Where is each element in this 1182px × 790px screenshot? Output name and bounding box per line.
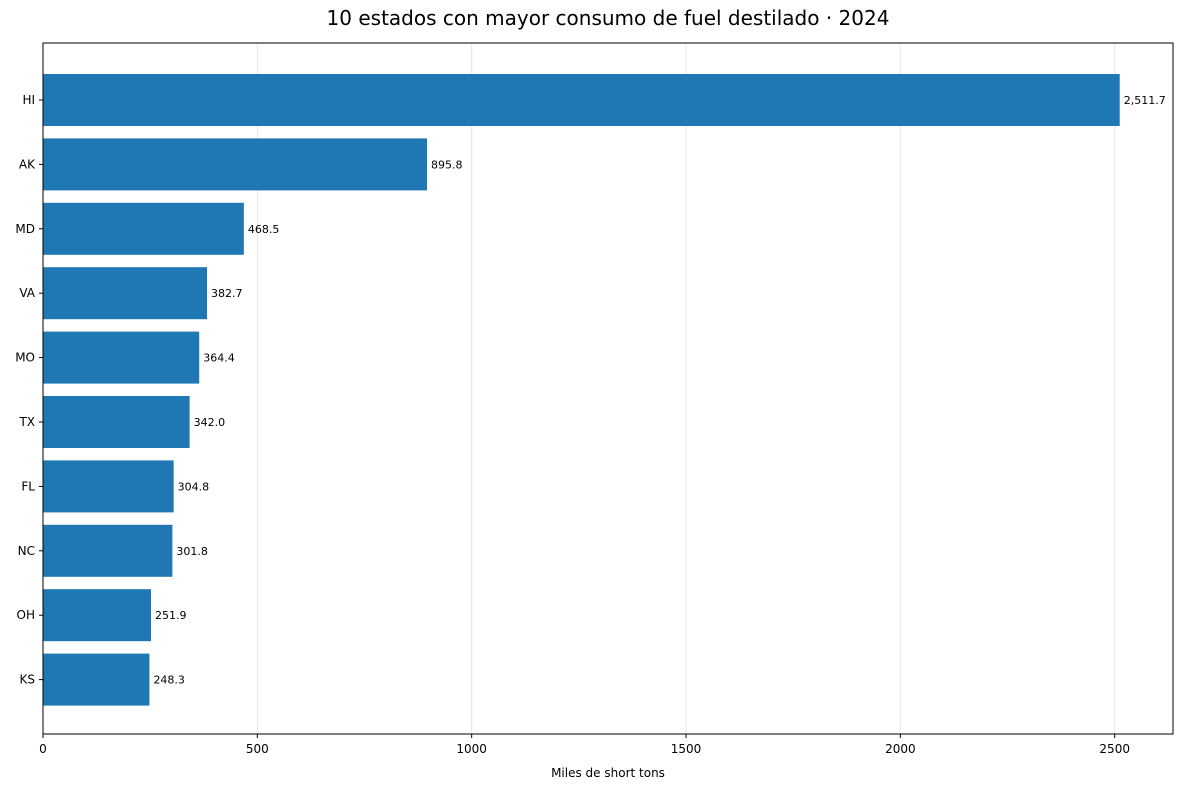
bar	[43, 267, 208, 320]
y-tick-label: OH	[17, 608, 35, 622]
x-tick-label: 0	[39, 742, 47, 756]
plot-frame	[42, 42, 1174, 735]
y-tick-label: HI	[22, 93, 35, 107]
x-tick-label: 1500	[671, 742, 702, 756]
data-label: 248.3	[153, 674, 185, 687]
bar	[43, 331, 200, 384]
y-tick-label: KS	[20, 673, 36, 687]
x-tick-label: 2000	[885, 742, 916, 756]
bar	[43, 138, 428, 191]
y-tick-label: NC	[18, 544, 35, 558]
data-label: 895.8	[431, 158, 463, 171]
data-label: 382.7	[211, 287, 243, 300]
bars	[43, 74, 1120, 706]
bar	[43, 589, 151, 642]
y-tick-label: MD	[15, 222, 35, 236]
bar	[43, 74, 1120, 126]
bar	[43, 202, 244, 255]
data-label: 251.9	[155, 609, 187, 622]
y-tick-label: AK	[19, 157, 36, 171]
y-tick-label: VA	[19, 286, 35, 300]
bar	[43, 460, 174, 513]
x-tick-label: 2500	[1099, 742, 1130, 756]
data-label: 468.5	[248, 223, 279, 236]
bar	[43, 653, 150, 706]
x-axis-label: Miles de short tons	[551, 766, 665, 780]
bar	[43, 396, 190, 448]
data-label: 2,511.7	[1124, 94, 1166, 107]
data-labels: 2,511.7 895.8 468.5 382.7 364.4 342.0 304.8 301…	[153, 94, 1165, 687]
chart-title: 10 estados con mayor consumo de fuel des…	[327, 6, 890, 30]
y-tick-label: MO	[15, 351, 35, 365]
y-tick-label: TX	[18, 415, 35, 429]
y-tick-label: FL	[21, 479, 35, 493]
data-label: 301.8	[176, 545, 208, 558]
data-label: 304.8	[178, 480, 210, 493]
y-axis: HI AK MD VA MO TX FL NC OH KS	[15, 93, 43, 687]
x-tick-label: 1000	[456, 742, 487, 756]
bar	[43, 524, 173, 577]
x-tick-label: 500	[246, 742, 269, 756]
data-label: 364.4	[203, 352, 235, 365]
data-label: 342.0	[194, 416, 226, 429]
x-axis: 0 500 1000 1500 2000 2500	[39, 734, 1130, 756]
